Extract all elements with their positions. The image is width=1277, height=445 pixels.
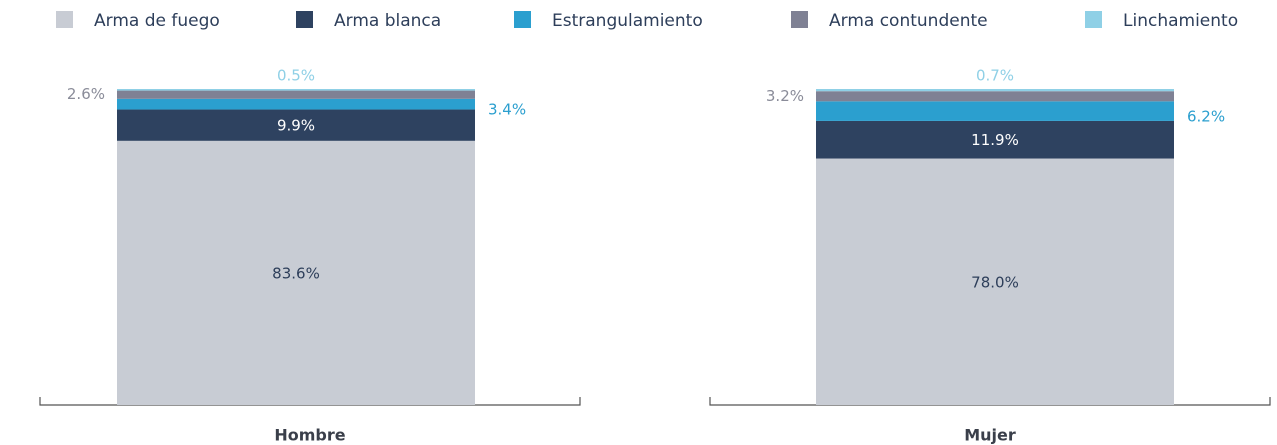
legend-swatch <box>791 11 808 28</box>
legend-label: Arma blanca <box>334 11 441 31</box>
x-tick-label: Hombre <box>274 426 345 445</box>
bar-segment <box>117 140 475 405</box>
legend-label: Estrangulamiento <box>552 11 703 31</box>
legend-label: Linchamiento <box>1123 11 1238 31</box>
value-label: 3.4% <box>488 101 526 119</box>
bar-segment <box>816 89 1174 92</box>
value-label: 83.6% <box>272 264 320 282</box>
bar-segment <box>816 91 1174 102</box>
legend-swatch <box>56 11 73 28</box>
bar-segment <box>816 101 1174 121</box>
legend-label: Arma de fuego <box>94 11 220 31</box>
bar-segment <box>117 90 475 99</box>
bar-segment <box>816 120 1174 159</box>
legend-swatch <box>514 11 531 28</box>
bar-segment <box>117 109 475 141</box>
value-label: 3.2% <box>766 87 804 105</box>
bar-segment <box>117 98 475 110</box>
legend-swatch <box>1085 11 1102 28</box>
value-label: 78.0% <box>971 273 1019 291</box>
legend-swatch <box>296 11 313 28</box>
value-label: 11.9% <box>971 131 1019 149</box>
bar-segment <box>117 89 475 91</box>
x-tick-label: Mujer <box>964 426 1016 445</box>
bar-segment <box>816 158 1174 405</box>
value-label: 6.2% <box>1187 108 1225 126</box>
value-label: 2.6% <box>67 85 105 103</box>
value-label: 0.5% <box>277 67 315 85</box>
legend-label: Arma contundente <box>829 11 988 31</box>
value-label: 0.7% <box>976 67 1014 85</box>
value-label: 9.9% <box>277 117 315 135</box>
